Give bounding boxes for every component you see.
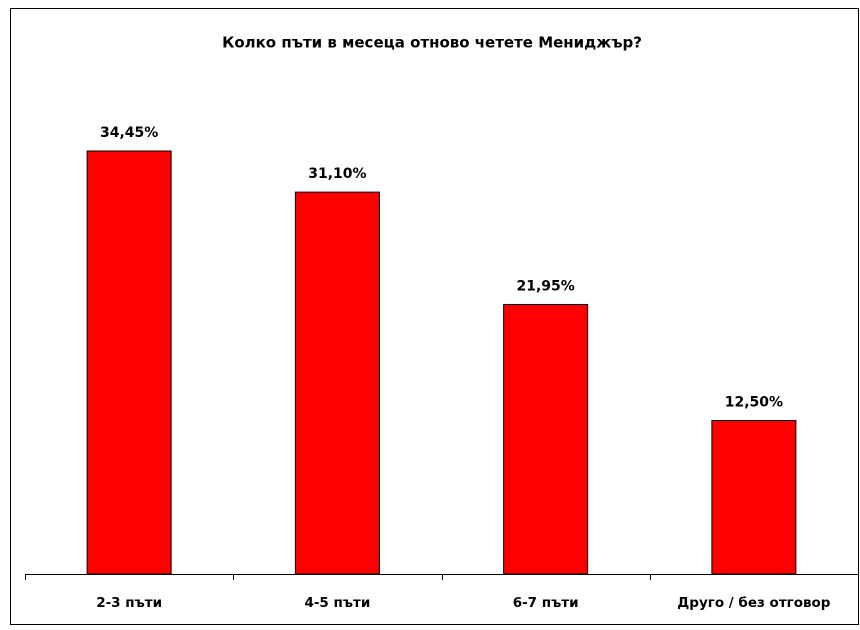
data-label: 12,50%: [725, 395, 783, 411]
bar: [294, 191, 380, 575]
x-tick-label: 4-5 пъти: [304, 595, 370, 611]
data-label: 31,10%: [308, 166, 366, 182]
bar: [711, 420, 797, 575]
chart-title: Колко пъти в месеца отново четете Менидж…: [222, 34, 642, 52]
x-tick-label: 2-3 пъти: [96, 595, 162, 611]
x-tick-label: Друго / без отговор: [677, 595, 831, 611]
data-label: 34,45%: [100, 125, 158, 141]
bar: [86, 150, 172, 575]
bar: [503, 303, 589, 575]
x-tick-label: 6-7 пъти: [513, 595, 579, 611]
data-label: 21,95%: [516, 278, 574, 294]
